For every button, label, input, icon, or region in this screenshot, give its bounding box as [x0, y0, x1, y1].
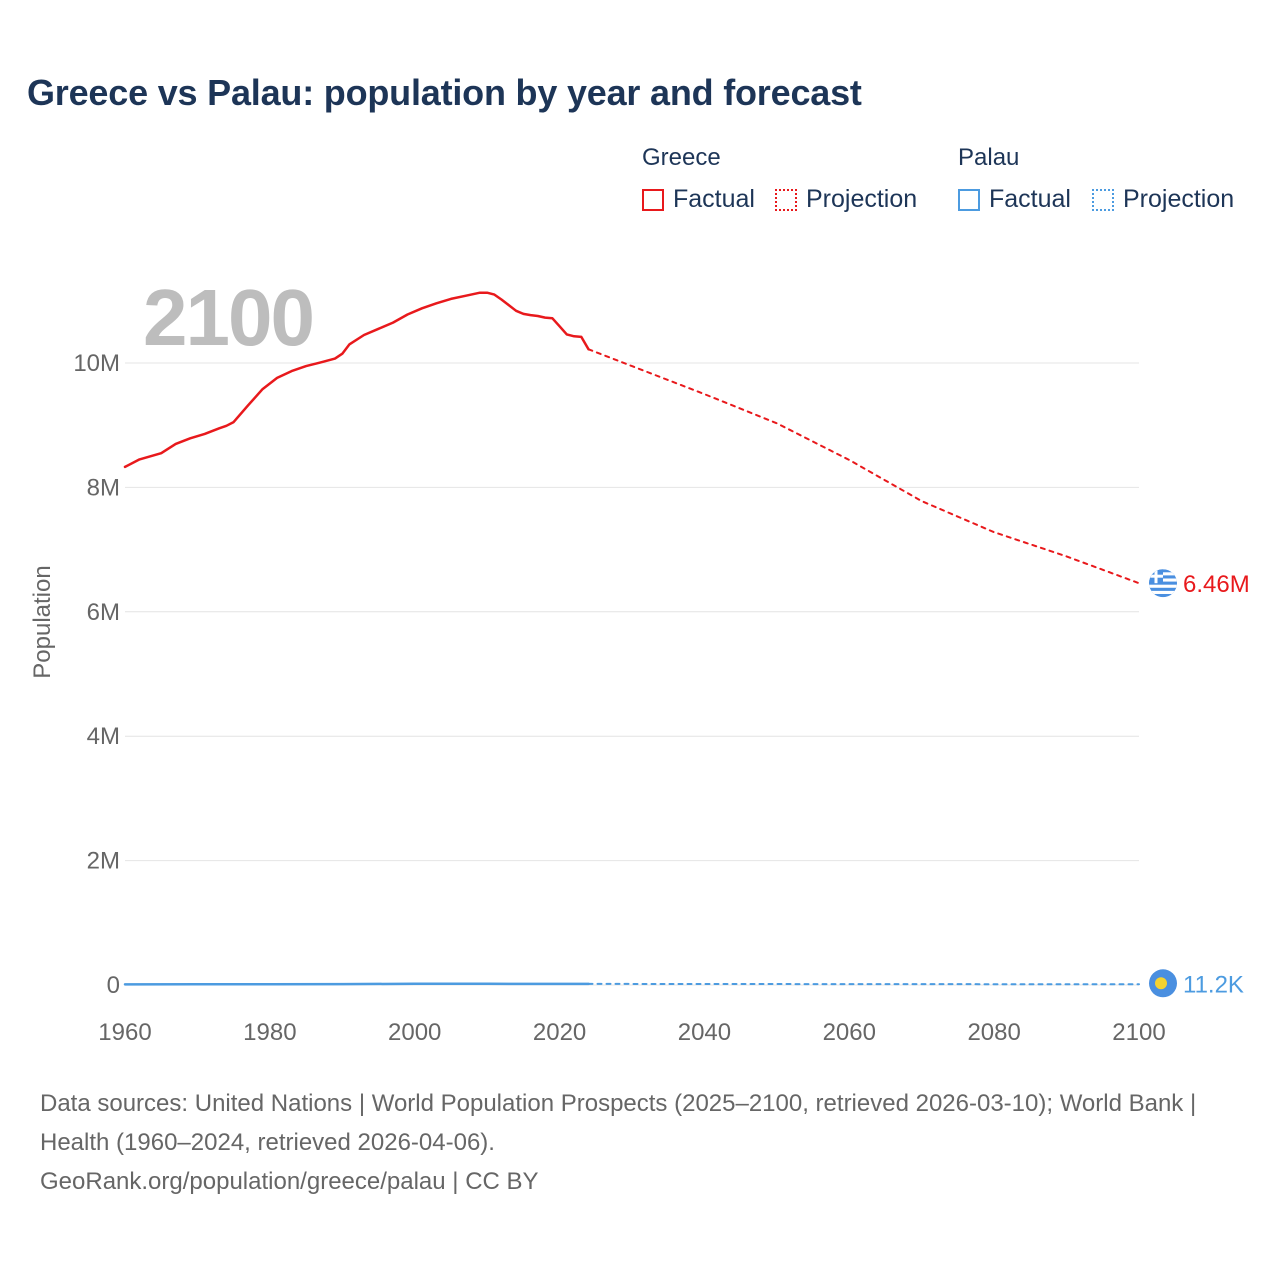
legend-label-palau-projection: Projection — [1123, 185, 1235, 213]
y-tick-label: 8M — [87, 474, 120, 501]
palau-flag-icon — [1149, 969, 1177, 998]
year-overlay: 2100 — [143, 273, 315, 362]
x-tick-label: 2040 — [678, 1019, 731, 1046]
y-tick-label: 2M — [87, 848, 120, 875]
y-tick-label: 10M — [73, 350, 120, 377]
legend-swatch-palau-projection — [1092, 188, 1114, 211]
y-tick-label: 6M — [87, 599, 120, 626]
greece-projection-line — [587, 348, 1140, 585]
footer: Data sources: United Nations | World Pop… — [40, 1084, 1240, 1201]
palau-factual-line — [123, 982, 590, 986]
x-tick-label: 2080 — [967, 1019, 1020, 1046]
legend-item-palau-projection[interactable]: Projection — [1092, 185, 1234, 214]
legend-label-greece-factual: Factual — [673, 185, 755, 213]
x-tick-label: 1980 — [243, 1019, 296, 1046]
chart-title: Greece vs Palau: population by year and … — [27, 72, 862, 113]
y-tick-label: 4M — [87, 723, 120, 750]
x-tick-label: 2100 — [1112, 1019, 1165, 1046]
legend-item-greece-factual[interactable]: Factual — [642, 185, 755, 214]
greece-flag-icon — [1149, 569, 1177, 598]
x-tick-label: 1960 — [98, 1019, 151, 1046]
legend-swatch-greece-factual — [642, 188, 664, 211]
legend-title-greece: Greece — [642, 144, 721, 171]
legend-label-greece-projection: Projection — [806, 185, 918, 213]
x-tick-label: 2000 — [388, 1019, 441, 1046]
legend-label-palau-factual: Factual — [989, 185, 1071, 213]
legend-item-greece-projection[interactable]: Projection — [775, 185, 917, 214]
greece-factual-line — [123, 291, 590, 469]
greece-end-label: 6.46M — [1183, 571, 1250, 598]
legend-title-palau: Palau — [958, 144, 1020, 171]
data-sources: Data sources: United Nations | World Pop… — [40, 1090, 1197, 1156]
x-tick-label: 2060 — [823, 1019, 876, 1046]
legend-swatch-palau-factual — [958, 188, 980, 211]
x-tick-label: 2020 — [533, 1019, 586, 1046]
legend-item-palau-factual[interactable]: Factual — [958, 185, 1071, 214]
palau-end-label: 11.2K — [1183, 971, 1244, 998]
credit-link[interactable]: GeoRank.org/population/greece/palau | CC… — [40, 1168, 539, 1195]
legend-swatch-greece-projection — [775, 188, 797, 211]
y-tick-label: 0 — [107, 972, 120, 999]
y-axis-label: Population — [29, 565, 56, 678]
